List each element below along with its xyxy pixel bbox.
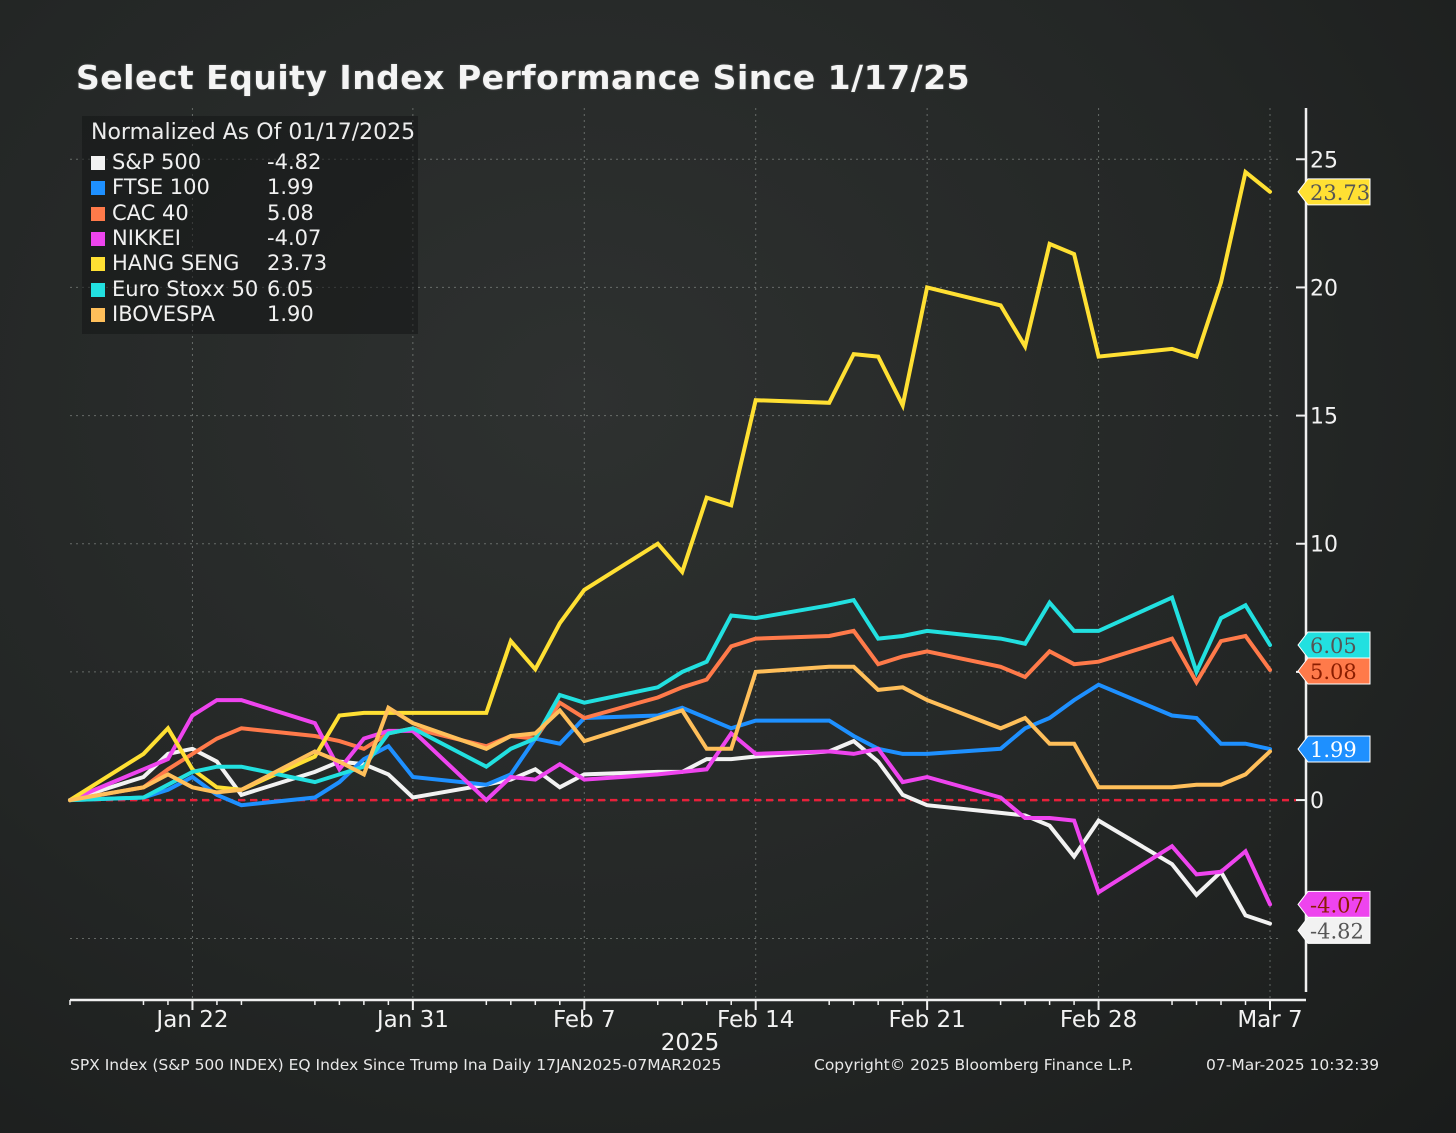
legend-item-name: S&P 500 bbox=[112, 150, 202, 174]
legend-item-hang-seng: HANG SENG 23.73 bbox=[91, 251, 411, 276]
y-tick-label: 25 bbox=[1310, 148, 1338, 173]
footer-source: SPX Index (S&P 500 INDEX) EQ Index Since… bbox=[70, 1056, 722, 1074]
legend-item-value: 1.90 bbox=[267, 301, 314, 326]
series-line-hang-seng bbox=[68, 168, 1272, 803]
legend-item-ibovespa: IBOVESPA 1.90 bbox=[91, 302, 411, 327]
end-value-labels: 23.73 6.055.08 1.99 -4.07-4.82 bbox=[1297, 178, 1371, 944]
series-line-nikkei bbox=[68, 698, 1272, 907]
legend-item-value: 5.08 bbox=[267, 200, 314, 225]
chart-title: Select Equity Index Performance Since 1/… bbox=[76, 58, 971, 97]
y-tick-label: 20 bbox=[1310, 276, 1338, 301]
x-tick-label: Feb 14 bbox=[717, 1007, 794, 1033]
end-label-euro-stoxx-50: 6.05 bbox=[1297, 631, 1371, 659]
legend-swatch bbox=[91, 307, 105, 322]
legend-item-name: CAC 40 bbox=[112, 200, 189, 225]
legend-item-cac-40: CAC 40 5.08 bbox=[91, 201, 411, 226]
legend-swatch bbox=[91, 156, 105, 170]
x-tick-label: Mar 7 bbox=[1237, 1007, 1302, 1033]
legend-item-name: FTSE 100 bbox=[112, 175, 210, 200]
legend-item-ftse-100: FTSE 100 1.99 bbox=[91, 175, 411, 200]
x-tick-label: Feb 7 bbox=[553, 1007, 616, 1033]
series-line-euro-stoxx-50 bbox=[68, 594, 1272, 803]
x-axis-label: 2025 bbox=[661, 1030, 720, 1056]
y-tick-label: 10 bbox=[1310, 533, 1338, 558]
legend-item-value: -4.07 bbox=[267, 225, 322, 250]
footer-copyright: Copyright© 2025 Bloomberg Finance L.P. bbox=[814, 1056, 1134, 1074]
legend-item-value: 6.05 bbox=[267, 276, 314, 301]
axes: Jan 22 Jan 31 Feb 7 Feb 14 Feb 21 Feb 28 Mar 7… bbox=[69, 108, 1338, 1056]
legend-box: Normalized As Of 01/17/2025 S&P 500 -4.82… bbox=[82, 116, 418, 334]
gridlines bbox=[70, 108, 1278, 1000]
legend-item-name: Euro Stoxx 50 bbox=[112, 276, 259, 301]
legend-item-euro-stoxx-50: Euro Stoxx 50 6.05 bbox=[91, 277, 411, 302]
series-line-ibovespa bbox=[68, 664, 1272, 803]
legend-item-name: HANG SENG bbox=[112, 251, 240, 276]
series-line-s-p-500 bbox=[68, 738, 1272, 926]
svg-text:1.99: 1.99 bbox=[1310, 738, 1357, 762]
x-tick-label: Feb 21 bbox=[888, 1007, 965, 1033]
y-tick-label: 15 bbox=[1310, 405, 1338, 430]
legend-item-name: NIKKEI bbox=[112, 225, 181, 250]
legend-swatch bbox=[91, 231, 105, 246]
legend-item-value: 1.99 bbox=[267, 175, 314, 200]
x-tick-label: Jan 22 bbox=[154, 1007, 228, 1033]
x-tick-label: Feb 28 bbox=[1060, 1007, 1137, 1033]
legend-swatch bbox=[91, 282, 105, 297]
legend-item-s-p-500: S&P 500 -4.82 bbox=[91, 150, 411, 175]
end-label-hang-seng: 23.73 bbox=[1297, 178, 1371, 206]
y-tick-label: 0 bbox=[1310, 789, 1324, 814]
legend-heading: Normalized As Of 01/17/2025 bbox=[91, 120, 416, 145]
legend-item-value: -4.82 bbox=[267, 150, 322, 174]
end-label-ftse-100: 1.99 bbox=[1297, 735, 1371, 763]
svg-text:23.73: 23.73 bbox=[1310, 181, 1370, 205]
series-lines bbox=[68, 168, 1272, 926]
legend-item-nikkei: NIKKEI -4.07 bbox=[91, 226, 411, 251]
legend-item-name: IBOVESPA bbox=[112, 301, 216, 326]
svg-text:-4.07: -4.07 bbox=[1310, 893, 1364, 917]
svg-text:6.05: 6.05 bbox=[1310, 634, 1357, 658]
svg-text:-4.82: -4.82 bbox=[1310, 919, 1364, 943]
end-label-s-p-500: -4.82 bbox=[1297, 916, 1371, 944]
end-label-cac-40: 5.08 bbox=[1297, 657, 1371, 685]
end-label-nikkei: -4.07 bbox=[1297, 890, 1371, 918]
legend-swatch bbox=[91, 181, 105, 196]
x-tick-label: Jan 31 bbox=[375, 1007, 449, 1033]
legend-item-value: 23.73 bbox=[267, 251, 328, 276]
legend-swatch bbox=[91, 257, 105, 272]
series-line-cac-40 bbox=[68, 628, 1272, 803]
series-line-ftse-100 bbox=[68, 682, 1272, 808]
svg-text:5.08: 5.08 bbox=[1310, 660, 1357, 684]
footer-timestamp: 07-Mar-2025 10:32:39 bbox=[1206, 1056, 1380, 1074]
legend-swatch bbox=[91, 206, 105, 221]
